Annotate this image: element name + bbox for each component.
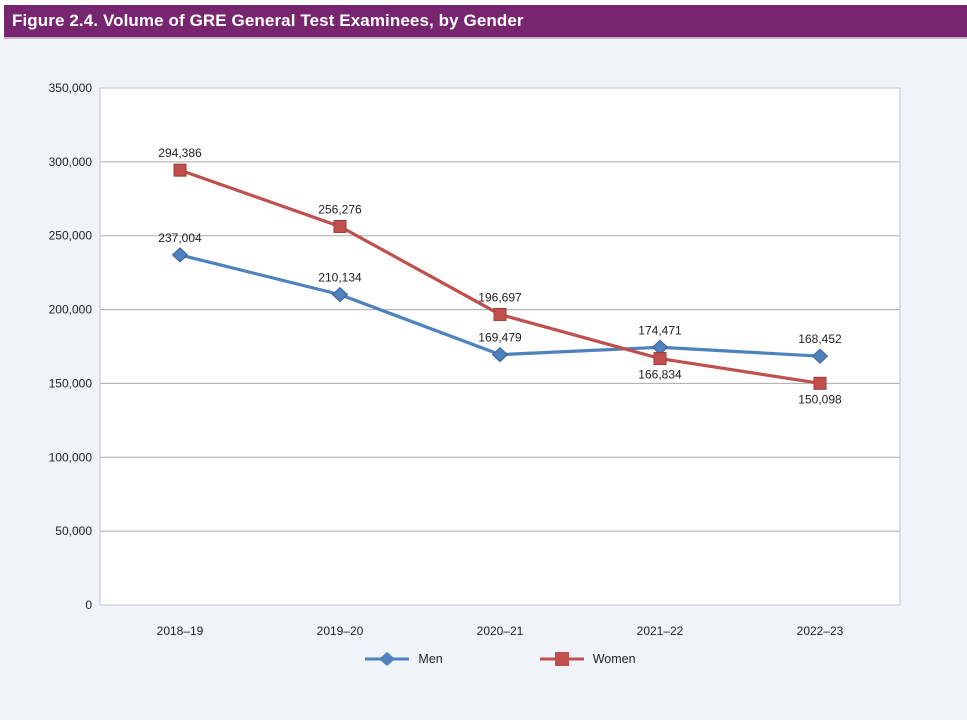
women-legend-square [554,652,569,666]
plot-area [100,88,900,605]
figure-title: Figure 2.4. Volume of GRE General Test E… [12,11,524,30]
men-data-label: 168,452 [798,332,842,346]
x-tick-label: 2018–19 [157,624,204,638]
y-tick-label: 0 [85,598,92,612]
legend-item-men: Men [364,651,443,667]
women-legend-marker-icon [539,652,584,666]
men-data-label: 237,004 [158,231,202,245]
women-data-label: 256,276 [318,202,362,216]
y-tick-label: 200,000 [49,303,93,317]
men-legend-diamond [379,652,396,666]
x-tick-label: 2020–21 [477,624,524,638]
women-data-point [653,352,667,366]
women-data-label: 196,697 [478,290,522,304]
legend-label-men: Men [418,652,443,666]
y-tick-label: 50,000 [55,524,92,538]
top-margin [0,0,967,5]
y-tick-label: 300,000 [49,155,93,169]
men-legend-marker-icon [365,652,410,666]
legend-label-women: Women [592,652,636,666]
x-tick-label: 2022–23 [797,624,844,638]
women-data-point [173,163,187,177]
figure-title-bar: Figure 2.4. Volume of GRE General Test E… [4,5,967,39]
x-tick-label: 2021–22 [637,624,684,638]
women-data-point [813,376,827,390]
men-data-point [331,286,349,303]
x-tick-label: 2019–20 [317,624,364,638]
y-tick-label: 250,000 [49,229,93,243]
legend-item-women: Women [539,651,636,667]
men-data-label: 174,471 [638,323,682,337]
men-data-point [491,346,509,363]
y-tick-label: 150,000 [49,376,93,390]
men-data-label: 169,479 [478,331,522,345]
women-data-label: 294,386 [158,146,202,160]
plot-border [99,87,901,606]
line-chart: 0 50,000 100,000 150,000 200,000 250,000 300,0… [49,81,901,638]
chart-region: 0 50,000 100,000 150,000 200,000 250,000 300,0… [0,39,967,720]
men-data-point [171,247,189,263]
chart-legend: Men Women [100,645,900,673]
men-data-point [811,348,829,364]
women-data-point [493,307,507,321]
men-data-label: 210,134 [318,271,362,285]
women-data-point [333,219,347,233]
y-tick-label: 350,000 [49,81,93,95]
women-data-label: 150,098 [798,392,842,406]
women-data-label: 166,834 [638,368,682,382]
y-tick-label: 100,000 [49,450,93,464]
